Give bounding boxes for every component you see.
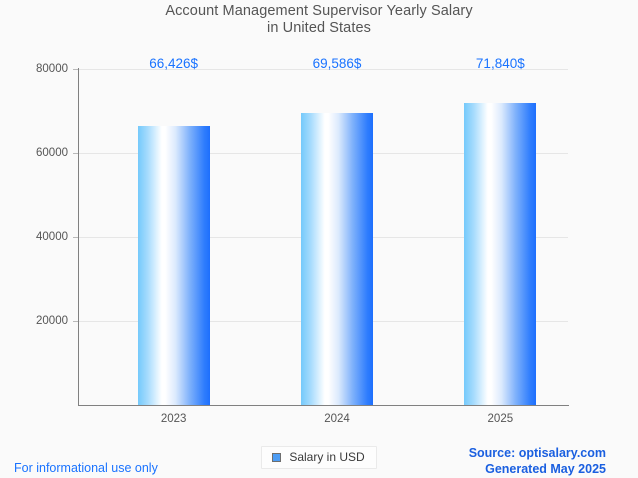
y-axis-line: [78, 68, 79, 406]
chart-title-line-2: in United States: [267, 20, 371, 36]
chart-title: Account Management Supervisor Yearly Sal…: [0, 3, 638, 37]
x-axis-line: [78, 405, 569, 406]
bar-2025[interactable]: [464, 103, 537, 405]
y-axis-tick-label: 20000: [36, 315, 68, 327]
chart-title-line-1: Account Management Supervisor Yearly Sal…: [165, 3, 473, 19]
y-axis-tick: [73, 69, 78, 70]
y-axis-tick-label: 40000: [36, 231, 68, 243]
y-axis-tick: [73, 153, 78, 154]
value-label-2024: 69,586$: [312, 56, 362, 71]
source-credit: Source: optisalary.com Generated May 202…: [469, 446, 606, 477]
x-axis-tick-label-2024: 2024: [324, 413, 350, 425]
bar-2023[interactable]: [137, 126, 210, 405]
x-axis-tick-label-2025: 2025: [487, 413, 514, 425]
bar-2024[interactable]: [301, 112, 373, 405]
value-label-2023: 66,426$: [149, 56, 199, 71]
gridline: [78, 69, 568, 70]
value-label-2025: 71,840$: [475, 56, 525, 71]
chart-legend: Salary in USD: [0, 446, 638, 469]
disclaimer-text: For informational use only: [14, 461, 158, 475]
legend-box[interactable]: Salary in USD: [261, 446, 377, 469]
plot-area: [73, 69, 568, 405]
x-axis-tick-label-2023: 2023: [160, 413, 187, 425]
y-axis-tick: [73, 237, 78, 238]
y-axis-tick-label: 80000: [36, 63, 68, 75]
y-axis-tick: [73, 321, 78, 322]
legend-swatch-icon: [272, 452, 282, 462]
source-link[interactable]: Source: optisalary.com: [468, 446, 606, 460]
y-axis-tick-label: 60000: [36, 147, 68, 159]
legend-item-label: Salary in USD: [289, 450, 365, 464]
generated-date: Generated May 2025: [485, 461, 606, 476]
